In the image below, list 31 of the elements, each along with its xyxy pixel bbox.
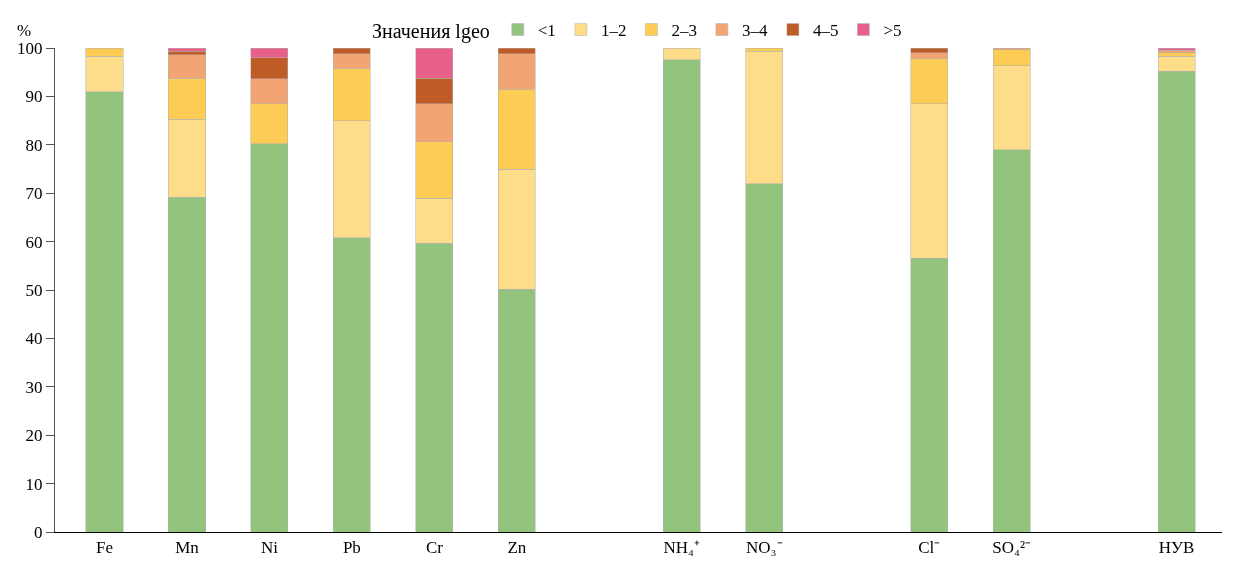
x-tick-label: NO₃⁻: [746, 538, 783, 558]
legend-label: 3–4: [741, 21, 768, 41]
legend-title: Значения lgeo: [372, 20, 490, 43]
x-tick-label: Pb: [342, 538, 361, 558]
y-tick-label: 40: [25, 329, 43, 349]
y-tick-label: 100: [17, 38, 43, 58]
y-tick-label: 0: [34, 522, 43, 542]
legend-label: 4–5: [812, 21, 839, 41]
bar: [168, 48, 206, 52]
x-tick-label: Zn: [507, 538, 527, 558]
x-tick-label: Mn: [175, 538, 200, 558]
y-tick-label: 10: [25, 474, 43, 494]
legend-label: 2–3: [671, 21, 697, 41]
y-tick-label: 90: [25, 87, 43, 107]
x-tick-label: Cl⁻: [918, 538, 941, 558]
legend-label: 1–2: [600, 21, 627, 41]
x-tick-label: НУВ: [1158, 538, 1195, 558]
x-tick-label: Fe: [95, 538, 113, 558]
y-tick-label: 50: [25, 280, 43, 300]
y-axis-title: %: [17, 21, 32, 40]
x-tick-label: SO₄²⁻: [992, 538, 1032, 558]
y-tick-label: 30: [25, 377, 43, 397]
x-tick-label: NH₄⁺: [663, 538, 701, 558]
y-tick-label: 80: [25, 135, 43, 155]
y-tick-label: 60: [25, 232, 43, 252]
x-tick-label: Cr: [425, 538, 444, 558]
legend-label: <1: [537, 21, 556, 41]
x-tick-label: Ni: [260, 538, 279, 558]
y-tick-label: 70: [25, 184, 43, 204]
legend-label: >5: [883, 21, 902, 41]
y-tick-label: 20: [25, 426, 43, 446]
